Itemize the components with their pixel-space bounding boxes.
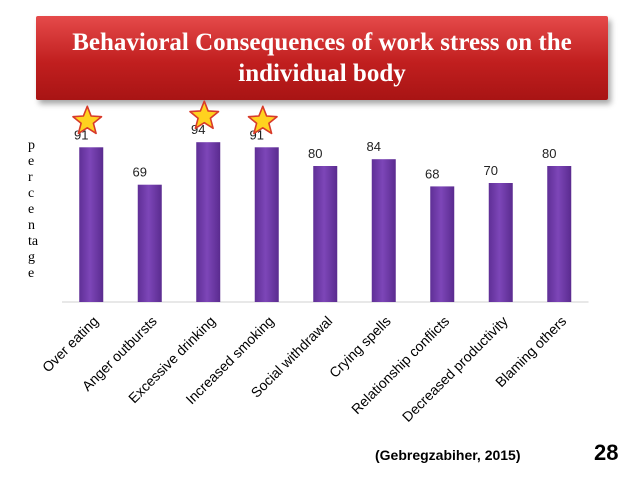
data-label: 91 bbox=[74, 127, 88, 142]
star-icon bbox=[247, 105, 278, 135]
y-axis-label-part: ta bbox=[28, 234, 39, 249]
bar bbox=[137, 184, 162, 302]
y-axis-label-part: e bbox=[28, 154, 35, 169]
data-label: 91 bbox=[250, 127, 264, 142]
source-citation: (Gebregzabiher, 2015) bbox=[375, 447, 521, 463]
data-label: 80 bbox=[542, 146, 556, 161]
x-tick-label: Relationship conflicts bbox=[348, 313, 452, 417]
y-axis-label-part: r bbox=[28, 170, 33, 185]
data-label: 84 bbox=[367, 139, 381, 154]
bar bbox=[488, 183, 513, 302]
y-axis-label-part: e bbox=[28, 202, 35, 217]
page-number: 28 bbox=[594, 440, 619, 465]
y-axis-label-part: e bbox=[28, 266, 35, 281]
y-axis-label-part: c bbox=[28, 186, 35, 201]
bar bbox=[371, 159, 396, 302]
star-icon bbox=[72, 105, 103, 135]
data-label: 68 bbox=[425, 166, 439, 181]
x-tick-label: Decreased productivity bbox=[399, 313, 511, 425]
data-label: 69 bbox=[133, 165, 147, 180]
y-axis-label-part: n bbox=[28, 218, 35, 233]
x-tick-label: Over eating bbox=[39, 313, 101, 375]
bar bbox=[313, 166, 338, 302]
data-label: 80 bbox=[308, 146, 322, 161]
y-axis-label: p e r c e n ta g e bbox=[28, 138, 42, 282]
bar bbox=[430, 186, 455, 302]
y-axis-label-part: p bbox=[28, 138, 35, 153]
star-icon bbox=[189, 100, 220, 130]
title-banner: Behavioral Consequences of work stress o… bbox=[36, 16, 608, 100]
bar bbox=[254, 147, 279, 302]
chart-title: Behavioral Consequences of work stress o… bbox=[72, 29, 572, 87]
bar bbox=[79, 147, 104, 302]
y-axis-label-part: g bbox=[28, 250, 35, 265]
bar bbox=[196, 142, 221, 302]
data-label: 70 bbox=[484, 163, 498, 178]
data-label: 94 bbox=[191, 122, 205, 137]
bar bbox=[547, 166, 572, 302]
